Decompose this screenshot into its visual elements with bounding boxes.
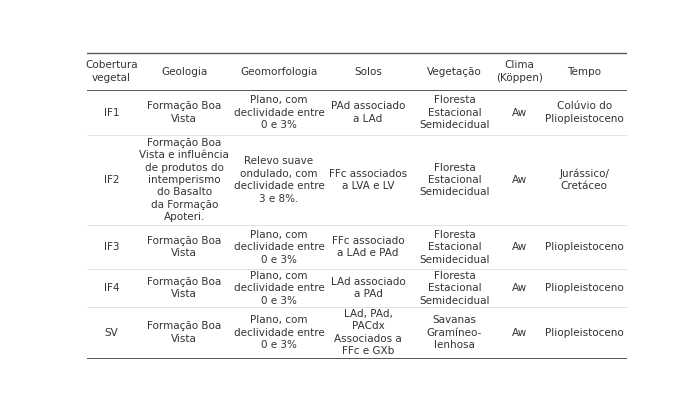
Text: FFc associados
a LVA e LV: FFc associados a LVA e LV (329, 169, 407, 191)
Text: Geologia: Geologia (161, 66, 208, 77)
Text: LAd, PAd,
PACdx
Associados a
FFc e GXb: LAd, PAd, PACdx Associados a FFc e GXb (334, 309, 402, 356)
Text: IF4: IF4 (104, 283, 119, 293)
Text: Aw: Aw (512, 242, 527, 252)
Text: Solos: Solos (354, 66, 382, 77)
Text: LAd associado
a PAd: LAd associado a PAd (330, 277, 406, 299)
Text: Aw: Aw (512, 328, 527, 337)
Text: IF2: IF2 (104, 175, 119, 185)
Text: Floresta
Estacional
Semidecidual: Floresta Estacional Semidecidual (419, 271, 490, 306)
Text: Formação Boa
Vista: Formação Boa Vista (147, 102, 222, 124)
Text: Floresta
Estacional
Semidecidual: Floresta Estacional Semidecidual (419, 230, 490, 265)
Text: SV: SV (105, 328, 118, 337)
Text: Relevo suave
ondulado, com
declividade entre
3 e 8%.: Relevo suave ondulado, com declividade e… (233, 157, 324, 204)
Text: Jurássico/
Cretáceo: Jurássico/ Cretáceo (559, 169, 609, 191)
Text: Clima
(Köppen): Clima (Köppen) (496, 60, 543, 83)
Text: Savanas
Gramíneo-
lenhosa: Savanas Gramíneo- lenhosa (427, 315, 482, 350)
Text: Pliopleistoceno: Pliopleistoceno (545, 328, 623, 337)
Text: Pliopleistoceno: Pliopleistoceno (545, 242, 623, 252)
Text: Cobertura
vegetal: Cobertura vegetal (85, 60, 138, 83)
Text: Formação Boa
Vista: Formação Boa Vista (147, 236, 222, 259)
Text: Plano, com
declividade entre
0 e 3%: Plano, com declividade entre 0 e 3% (233, 230, 324, 265)
Text: Formação Boa
Vista: Formação Boa Vista (147, 277, 222, 299)
Text: Plano, com
declividade entre
0 e 3%: Plano, com declividade entre 0 e 3% (233, 315, 324, 350)
Text: Pliopleistoceno: Pliopleistoceno (545, 283, 623, 293)
Text: Geomorfologia: Geomorfologia (240, 66, 318, 77)
Text: Aw: Aw (512, 283, 527, 293)
Text: Tempo: Tempo (567, 66, 601, 77)
Text: Vegetação: Vegetação (427, 66, 482, 77)
Text: IF1: IF1 (104, 108, 119, 118)
Text: FFc associado
a LAd e PAd: FFc associado a LAd e PAd (332, 236, 404, 259)
Text: Colúvio do
Pliopleistoceno: Colúvio do Pliopleistoceno (545, 102, 623, 124)
Text: PAd associado
a LAd: PAd associado a LAd (331, 102, 405, 124)
Text: Formação Boa
Vista: Formação Boa Vista (147, 321, 222, 344)
Text: IF3: IF3 (104, 242, 119, 252)
Text: Formação Boa
Vista e influência
de produtos do
intemperismo
do Basalto
da Formaç: Formação Boa Vista e influência de produ… (139, 138, 229, 222)
Text: Floresta
Estacional
Semidecidual: Floresta Estacional Semidecidual (419, 163, 490, 197)
Text: Floresta
Estacional
Semidecidual: Floresta Estacional Semidecidual (419, 95, 490, 130)
Text: Aw: Aw (512, 175, 527, 185)
Text: Plano, com
declividade entre
0 e 3%: Plano, com declividade entre 0 e 3% (233, 95, 324, 130)
Text: Plano, com
declividade entre
0 e 3%: Plano, com declividade entre 0 e 3% (233, 271, 324, 306)
Text: Aw: Aw (512, 108, 527, 118)
